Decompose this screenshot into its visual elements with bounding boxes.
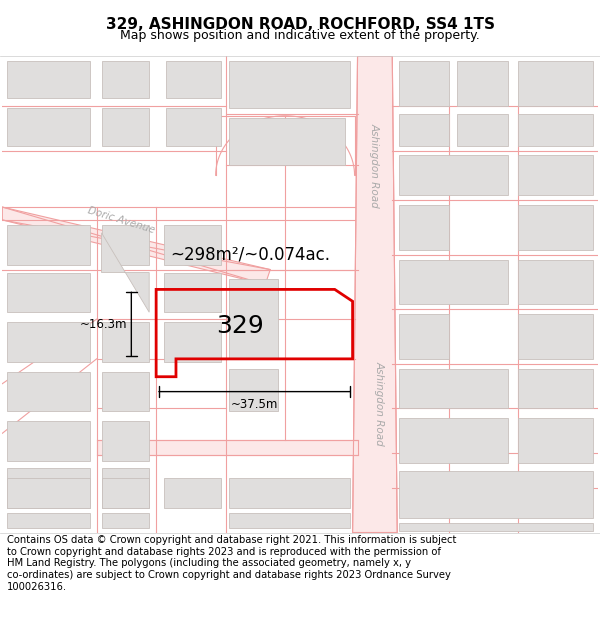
Polygon shape <box>229 512 350 528</box>
Polygon shape <box>518 61 593 106</box>
Polygon shape <box>101 478 149 508</box>
Polygon shape <box>7 61 89 98</box>
Text: 329: 329 <box>217 314 265 338</box>
Polygon shape <box>97 440 358 455</box>
Polygon shape <box>518 156 593 195</box>
Text: ~37.5m: ~37.5m <box>230 398 278 411</box>
Polygon shape <box>399 522 593 531</box>
Text: Ashingdon Road: Ashingdon Road <box>374 361 385 446</box>
Polygon shape <box>518 369 593 409</box>
Polygon shape <box>2 207 270 284</box>
Polygon shape <box>399 471 593 518</box>
Polygon shape <box>399 418 508 463</box>
Polygon shape <box>457 61 508 106</box>
Polygon shape <box>353 56 397 532</box>
Polygon shape <box>518 205 593 250</box>
Polygon shape <box>166 61 221 98</box>
Polygon shape <box>7 478 89 508</box>
Polygon shape <box>518 418 593 463</box>
Polygon shape <box>164 272 221 312</box>
Polygon shape <box>399 314 449 359</box>
Text: Ashingdon Road: Ashingdon Road <box>370 123 379 208</box>
Polygon shape <box>164 225 221 264</box>
Polygon shape <box>518 259 593 304</box>
Polygon shape <box>229 118 344 166</box>
Text: 329, ASHINGDON ROAD, ROCHFORD, SS4 1TS: 329, ASHINGDON ROAD, ROCHFORD, SS4 1TS <box>106 17 494 32</box>
Text: Contains OS data © Crown copyright and database right 2021. This information is : Contains OS data © Crown copyright and d… <box>7 535 457 592</box>
Polygon shape <box>101 421 149 461</box>
Polygon shape <box>518 114 593 146</box>
Polygon shape <box>101 372 149 411</box>
Polygon shape <box>7 225 89 264</box>
Text: Map shows position and indicative extent of the property.: Map shows position and indicative extent… <box>120 29 480 42</box>
Polygon shape <box>457 114 508 146</box>
Polygon shape <box>518 314 593 359</box>
Polygon shape <box>399 156 508 195</box>
Polygon shape <box>229 279 278 359</box>
Polygon shape <box>7 108 89 146</box>
Polygon shape <box>164 478 221 508</box>
Polygon shape <box>166 108 221 146</box>
Polygon shape <box>7 372 89 411</box>
Polygon shape <box>229 478 350 508</box>
Polygon shape <box>101 512 149 528</box>
Text: ~298m²/~0.074ac.: ~298m²/~0.074ac. <box>170 246 331 264</box>
Polygon shape <box>101 108 149 146</box>
Polygon shape <box>229 61 350 108</box>
Polygon shape <box>101 61 149 98</box>
Polygon shape <box>399 205 449 250</box>
Polygon shape <box>399 369 508 409</box>
Text: ~16.3m: ~16.3m <box>80 318 127 331</box>
Polygon shape <box>399 114 449 146</box>
Polygon shape <box>7 512 89 528</box>
Text: Doric Avenue: Doric Avenue <box>86 205 156 235</box>
Polygon shape <box>229 369 278 411</box>
Polygon shape <box>7 421 89 461</box>
Polygon shape <box>7 468 89 508</box>
Polygon shape <box>101 225 149 264</box>
Polygon shape <box>399 61 449 106</box>
Polygon shape <box>101 233 149 312</box>
Polygon shape <box>164 322 221 362</box>
Polygon shape <box>399 259 508 304</box>
Polygon shape <box>101 468 149 508</box>
Polygon shape <box>101 322 149 362</box>
Polygon shape <box>7 322 89 362</box>
Polygon shape <box>7 272 89 312</box>
